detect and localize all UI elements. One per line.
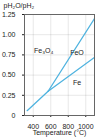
svg-text:0.25: 0.25 <box>2 92 16 99</box>
svg-text:0.75: 0.75 <box>2 51 16 58</box>
svg-text:1000: 1000 <box>78 123 94 131</box>
svg-text:0.50: 0.50 <box>2 71 16 78</box>
svg-text:400: 400 <box>27 123 40 131</box>
svg-text:Fe₃O₄: Fe₃O₄ <box>34 47 53 54</box>
svg-text:1.00: 1.00 <box>2 31 16 38</box>
svg-text:pH₂O/pH₂: pH₂O/pH₂ <box>4 2 35 10</box>
svg-text:1.25: 1.25 <box>2 11 16 18</box>
svg-text:FeO: FeO <box>70 49 84 56</box>
svg-text:0: 0 <box>12 112 16 119</box>
svg-text:800: 800 <box>62 123 75 131</box>
svg-text:600: 600 <box>44 123 57 131</box>
svg-text:Fe: Fe <box>73 79 81 86</box>
svg-text:Temperature (°C): Temperature (°C) <box>33 129 87 137</box>
